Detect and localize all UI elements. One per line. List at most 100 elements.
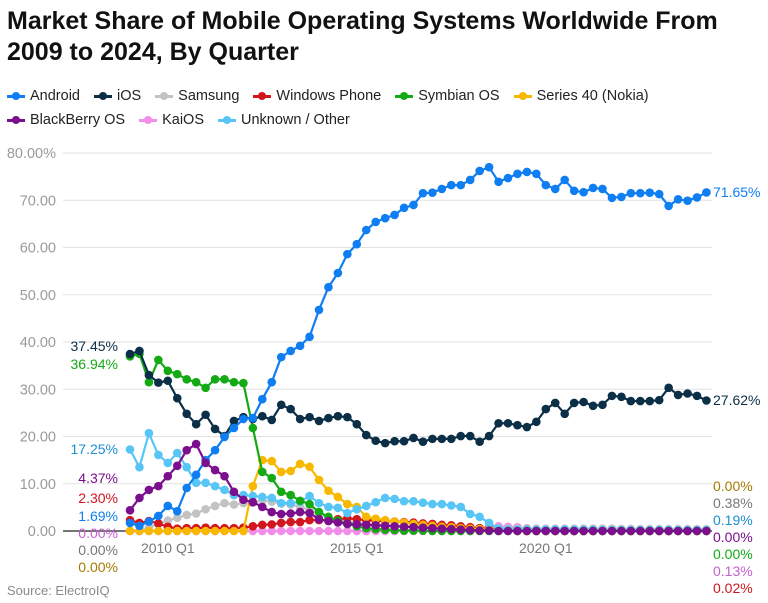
data-point-android xyxy=(239,414,248,424)
data-point-unknown-other xyxy=(484,518,494,528)
data-point-samsung xyxy=(220,498,229,508)
data-point-unknown-other xyxy=(418,498,428,507)
data-point-ios xyxy=(229,416,239,426)
start-label-kaios: 0.00% xyxy=(78,525,118,541)
data-point-android xyxy=(154,511,163,521)
data-point-unknown-other xyxy=(447,501,456,510)
data-point-android xyxy=(664,201,673,211)
legend-item-kaios[interactable]: KaiOS xyxy=(139,112,204,128)
data-point-ios xyxy=(210,424,220,434)
legend-item-samsung[interactable]: Samsung xyxy=(155,88,239,104)
data-point-ios xyxy=(550,398,560,408)
data-point-unknown-other xyxy=(135,462,144,472)
data-point-symbian-os xyxy=(286,490,295,500)
data-point-blackberry-os xyxy=(258,502,267,512)
data-point-blackberry-os xyxy=(135,493,144,503)
data-point-series-40-nokia xyxy=(276,467,286,477)
data-point-ios xyxy=(428,434,437,444)
data-point-series-40-nokia xyxy=(267,456,277,466)
data-point-blackberry-os xyxy=(692,526,702,536)
data-point-blackberry-os xyxy=(484,526,494,535)
data-point-unknown-other xyxy=(305,491,314,501)
data-point-android xyxy=(626,188,636,198)
legend: Android iOS Samsung Windows Phone Symbia… xyxy=(7,84,747,132)
y-tick-label: 0.00 xyxy=(28,524,56,540)
legend-item-ios[interactable]: iOS xyxy=(93,88,141,104)
data-point-android xyxy=(654,189,664,199)
data-point-android xyxy=(645,188,655,197)
data-point-blackberry-os xyxy=(569,526,579,536)
data-point-android xyxy=(513,169,522,179)
legend-swatch-blackberry xyxy=(7,115,25,124)
legend-row: BlackBerry OS KaiOS Unknown / Other xyxy=(7,108,747,132)
end-label-android: 71.65% xyxy=(713,184,761,200)
data-point-android xyxy=(276,352,286,362)
data-point-ios xyxy=(607,391,617,401)
data-point-unknown-other xyxy=(163,458,173,468)
data-point-android xyxy=(522,167,532,177)
data-point-blackberry-os xyxy=(239,495,248,505)
legend-label: Android xyxy=(30,88,80,104)
end-label-symbian: 0.00% xyxy=(713,546,753,562)
data-point-symbian-os xyxy=(182,375,191,384)
data-point-ios xyxy=(324,413,333,423)
data-point-blackberry-os xyxy=(276,509,286,519)
data-point-blackberry-os xyxy=(229,487,239,497)
data-point-ios xyxy=(645,396,655,406)
data-point-blackberry-os xyxy=(503,526,513,536)
data-point-symbian-os xyxy=(239,378,248,388)
end-label-samsung: 0.38% xyxy=(713,495,753,511)
data-point-ios xyxy=(475,437,484,446)
data-point-series-40-nokia xyxy=(201,526,210,536)
legend-item-windows-phone[interactable]: Windows Phone xyxy=(253,88,381,104)
data-point-android xyxy=(258,394,267,404)
grid xyxy=(63,152,712,532)
data-point-symbian-os xyxy=(248,423,258,433)
data-point-series-40-nokia xyxy=(172,526,182,536)
end-label-series40: 0.00% xyxy=(713,478,753,494)
legend-item-symbian[interactable]: Symbian OS xyxy=(395,88,500,104)
data-point-blackberry-os xyxy=(654,526,664,536)
data-point-unknown-other xyxy=(409,496,418,506)
data-point-series-40-nokia xyxy=(305,462,314,472)
data-point-kaios xyxy=(267,526,277,536)
data-point-android xyxy=(692,193,702,202)
data-point-blackberry-os xyxy=(541,526,551,536)
legend-item-unknown[interactable]: Unknown / Other xyxy=(218,112,350,128)
data-point-blackberry-os xyxy=(352,520,362,529)
data-point-kaios xyxy=(333,526,343,536)
legend-swatch-symbian xyxy=(395,91,414,100)
legend-item-android[interactable]: Android xyxy=(7,88,80,104)
data-point-blackberry-os xyxy=(702,526,711,536)
data-point-android xyxy=(324,282,333,292)
data-point-ios xyxy=(380,438,390,448)
data-point-android xyxy=(673,195,683,204)
data-point-blackberry-os xyxy=(144,485,154,495)
data-point-series-40-nokia xyxy=(125,526,135,536)
start-label-symbian: 36.94% xyxy=(70,356,118,372)
legend-item-blackberry[interactable]: BlackBerry OS xyxy=(7,112,125,128)
data-point-blackberry-os xyxy=(683,526,692,536)
data-point-series-40-nokia xyxy=(163,526,173,536)
y-tick-label: 10.00 xyxy=(20,477,56,493)
start-label-unknown: 17.25% xyxy=(70,441,118,457)
data-point-blackberry-os xyxy=(447,524,456,534)
data-point-android xyxy=(588,183,598,193)
data-point-symbian-os xyxy=(154,355,163,365)
data-point-ios xyxy=(305,412,314,422)
data-point-samsung xyxy=(163,516,173,525)
end-label-blackberry: 0.00% xyxy=(713,529,753,545)
legend-item-series40[interactable]: Series 40 (Nokia) xyxy=(513,88,649,104)
y-tick-label: 40.00 xyxy=(20,335,56,351)
data-point-android xyxy=(428,188,437,197)
end-label-kaios: 0.13% xyxy=(713,563,753,579)
data-point-windows-phone xyxy=(154,519,163,528)
data-point-ios xyxy=(598,400,607,410)
data-point-unknown-other xyxy=(399,496,409,506)
data-point-series-40-nokia xyxy=(343,499,352,509)
data-point-ios xyxy=(664,383,673,393)
data-point-ios xyxy=(503,418,513,428)
data-point-android xyxy=(390,210,399,220)
data-point-blackberry-os xyxy=(314,514,324,524)
data-point-ios xyxy=(361,430,371,440)
